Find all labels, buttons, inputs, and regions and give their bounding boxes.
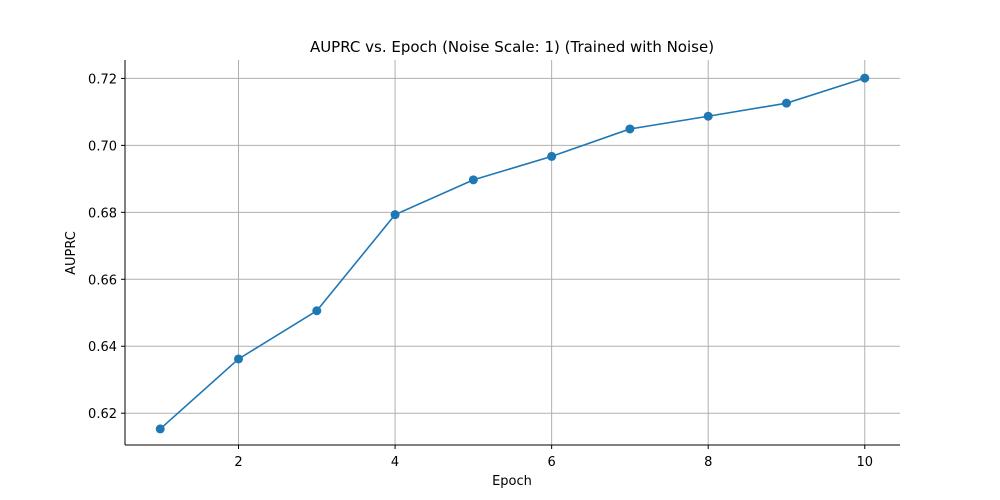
axes — [124, 60, 900, 446]
grid — [125, 60, 900, 445]
x-tick-label: 2 — [234, 455, 242, 470]
data-point — [703, 111, 713, 121]
y-tick-label: 0.72 — [88, 72, 117, 87]
series-layer — [155, 73, 870, 434]
data-point — [860, 73, 870, 83]
ticks: 2 4 6 8 10 0.62 0.64 0.66 0.68 0.70 0.72 — [88, 72, 873, 470]
x-tick-label: 8 — [704, 455, 712, 470]
y-tick-label: 0.62 — [88, 407, 117, 422]
y-tick-label: 0.64 — [88, 340, 117, 355]
data-point — [155, 424, 165, 434]
x-tick-label: 10 — [856, 455, 873, 470]
data-point — [390, 210, 400, 220]
data-point — [468, 175, 478, 185]
y-tick-label: 0.66 — [88, 273, 117, 288]
chart-title: AUPRC vs. Epoch (Noise Scale: 1) (Traine… — [310, 38, 714, 56]
data-point — [781, 98, 791, 108]
data-point — [625, 124, 635, 134]
data-point — [312, 306, 322, 316]
data-point — [547, 151, 557, 161]
data-point — [234, 354, 244, 364]
y-axis-label: AUPRC — [64, 231, 79, 275]
x-axis-label: Epoch — [492, 474, 532, 489]
y-tick-label: 0.68 — [88, 206, 117, 221]
x-tick-label: 6 — [548, 455, 556, 470]
series-line — [159, 77, 866, 430]
y-tick-label: 0.70 — [88, 139, 117, 154]
x-tick-label: 4 — [391, 455, 399, 470]
